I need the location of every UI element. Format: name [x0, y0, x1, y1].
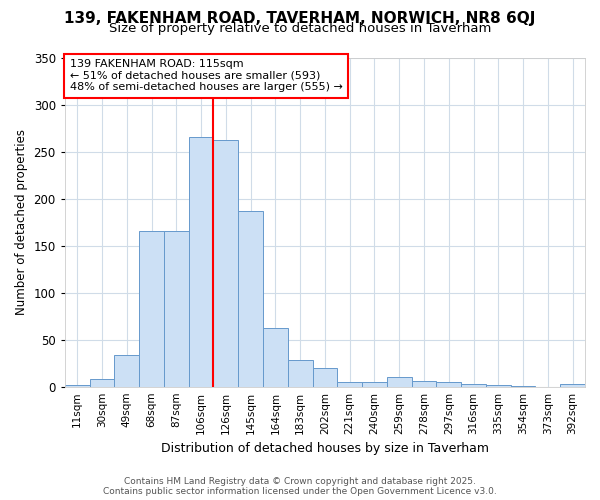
Text: Size of property relative to detached houses in Taverham: Size of property relative to detached ho… [109, 22, 491, 35]
Text: Contains HM Land Registry data © Crown copyright and database right 2025.
Contai: Contains HM Land Registry data © Crown c… [103, 476, 497, 496]
Text: 139, FAKENHAM ROAD, TAVERHAM, NORWICH, NR8 6QJ: 139, FAKENHAM ROAD, TAVERHAM, NORWICH, N… [64, 11, 536, 26]
Bar [89, 379, 115, 386]
Bar [188, 138, 214, 386]
Bar [313, 368, 337, 386]
Bar [387, 378, 412, 386]
Text: 139 FAKENHAM ROAD: 115sqm
← 51% of detached houses are smaller (593)
48% of semi: 139 FAKENHAM ROAD: 115sqm ← 51% of detac… [70, 59, 343, 92]
Bar [486, 385, 511, 386]
Bar [238, 211, 263, 386]
Bar [412, 381, 436, 386]
Bar [65, 385, 89, 386]
Bar [214, 140, 238, 386]
Bar [164, 232, 188, 386]
Y-axis label: Number of detached properties: Number of detached properties [15, 129, 28, 315]
Bar [337, 382, 362, 386]
Bar [560, 384, 585, 386]
Bar [115, 354, 139, 386]
Bar [263, 328, 288, 386]
Bar [288, 360, 313, 386]
X-axis label: Distribution of detached houses by size in Taverham: Distribution of detached houses by size … [161, 442, 489, 455]
Bar [461, 384, 486, 386]
Bar [139, 232, 164, 386]
Bar [362, 382, 387, 386]
Bar [436, 382, 461, 386]
